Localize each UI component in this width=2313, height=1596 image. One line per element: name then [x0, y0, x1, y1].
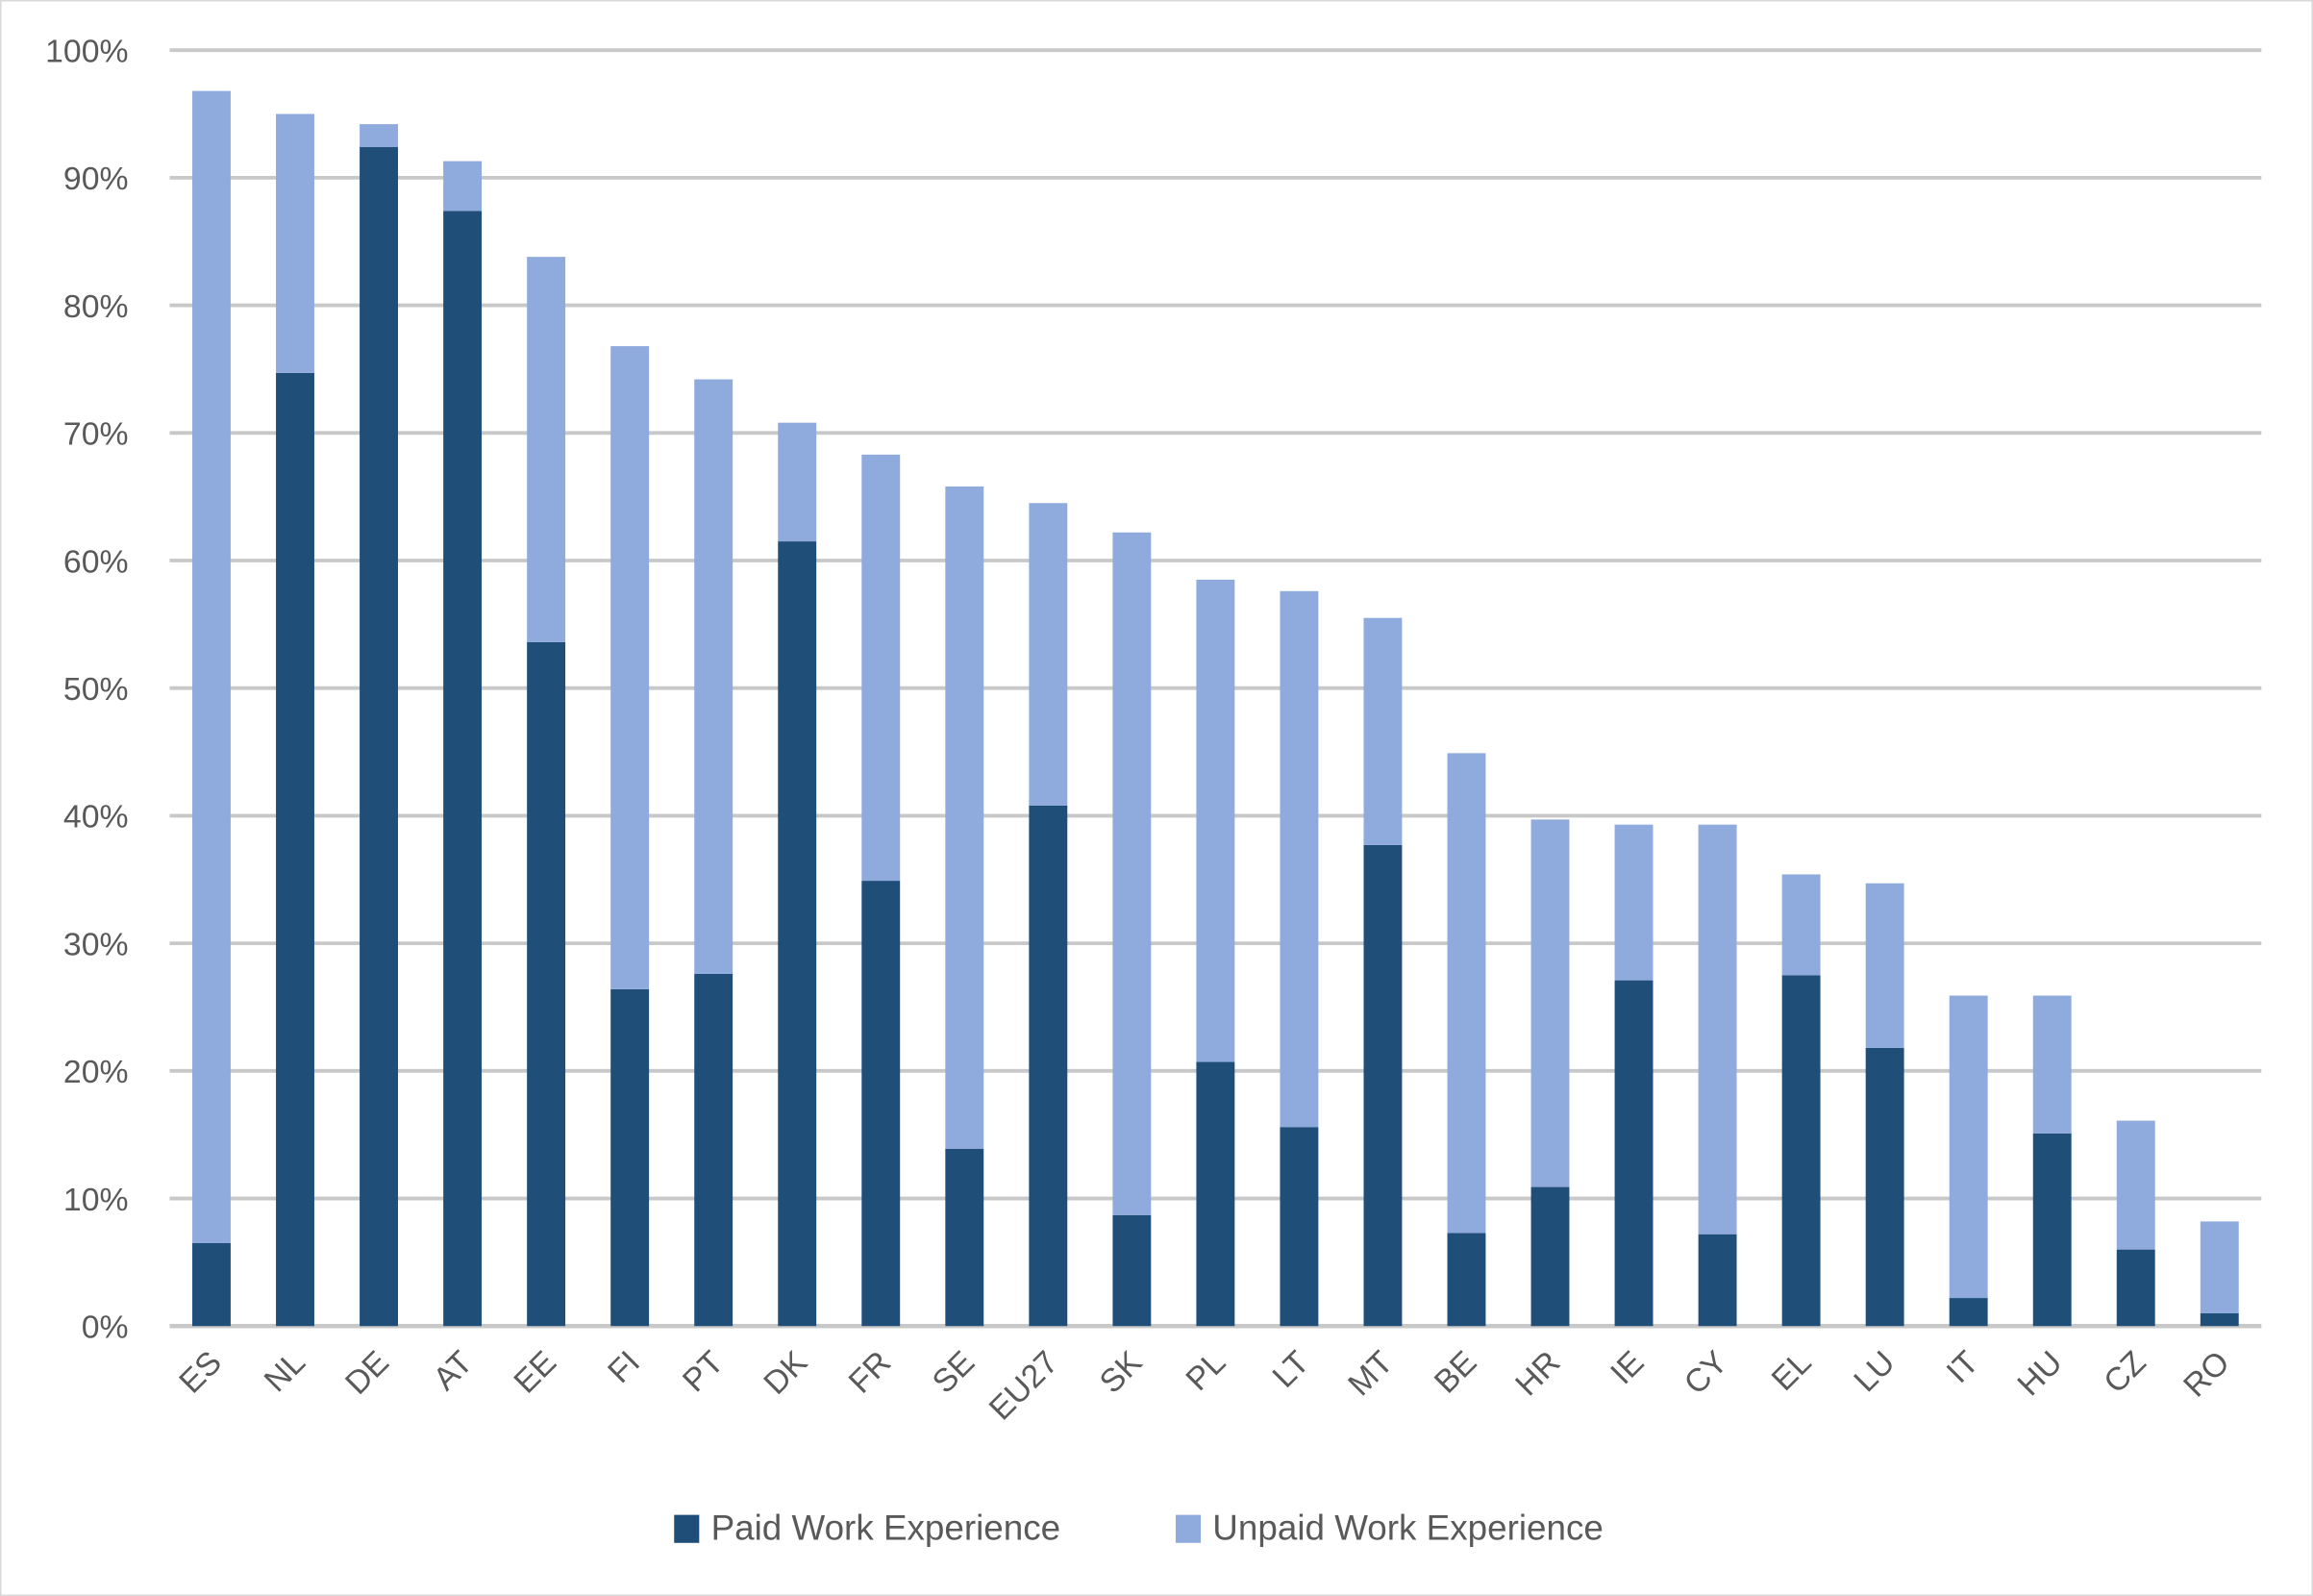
bar-unpaid: [1112, 532, 1152, 1215]
bar-paid: [2032, 1133, 2072, 1327]
bar-paid: [1112, 1214, 1152, 1327]
bar-unpaid: [2116, 1120, 2155, 1250]
bar-paid: [1530, 1186, 1570, 1327]
bar-unpaid: [1029, 503, 1068, 806]
bar-unpaid: [1614, 824, 1654, 981]
bar-paid: [360, 147, 398, 1327]
legend: Paid Work Experience Unpaid Work Experien…: [674, 1509, 1604, 1548]
y-tick-label: 20%: [63, 1054, 129, 1090]
bar-unpaid: [443, 161, 483, 212]
bar-unpaid: [360, 124, 398, 148]
bar-paid: [1196, 1061, 1235, 1327]
bar-unpaid: [694, 379, 734, 974]
y-axis-ticks: 0% 10% 20% 30% 40% 50% 60% 70% 80% 90% 100%: [45, 33, 128, 1345]
bar-paid: [1029, 805, 1068, 1327]
bar-paid: [1280, 1127, 1319, 1327]
bar-unpaid: [1865, 883, 1904, 1048]
bar-paid: [527, 641, 566, 1327]
legend-label: Unpaid Work Experience: [1212, 1509, 1604, 1548]
bars: [192, 90, 2239, 1327]
bar-unpaid: [778, 422, 817, 542]
bar-unpaid: [945, 486, 984, 1149]
bar-unpaid: [192, 90, 231, 1243]
y-tick-label: 60%: [63, 543, 129, 580]
y-tick-label: 0%: [82, 1309, 129, 1346]
bar-paid: [2116, 1249, 2155, 1327]
bar-unpaid: [1196, 579, 1235, 1062]
y-tick-label: 90%: [63, 161, 129, 197]
bar-paid: [945, 1148, 984, 1327]
bar-unpaid: [527, 257, 566, 642]
bar-unpaid: [1530, 819, 1570, 1187]
y-tick-label: 50%: [63, 671, 129, 708]
y-tick-label: 80%: [63, 288, 129, 325]
bar-paid: [1447, 1233, 1486, 1327]
y-tick-label: 100%: [45, 33, 128, 69]
bar-paid: [192, 1242, 231, 1327]
bar-unpaid: [610, 346, 650, 989]
bar-paid: [276, 372, 314, 1327]
bar-paid: [2200, 1312, 2239, 1327]
bar-paid: [778, 541, 817, 1327]
y-tick-label: 30%: [63, 926, 129, 962]
bar-unpaid: [2032, 995, 2072, 1134]
bar-paid: [1949, 1298, 1988, 1327]
bar-paid: [610, 988, 650, 1327]
bar-unpaid: [1781, 874, 1821, 976]
bar-paid: [1781, 975, 1821, 1327]
legend-label: Paid Work Experience: [711, 1509, 1061, 1548]
bar-paid: [1614, 980, 1654, 1327]
bar-unpaid: [1363, 617, 1403, 845]
legend-swatch-0: [674, 1514, 700, 1543]
y-tick-label: 40%: [63, 799, 129, 835]
bar-unpaid: [1698, 824, 1737, 1234]
bar-unpaid: [2200, 1221, 2239, 1313]
bar-unpaid: [1447, 753, 1486, 1234]
bar-unpaid: [861, 454, 901, 882]
bar-paid: [1363, 844, 1403, 1327]
bar-unpaid: [1949, 995, 1988, 1299]
bar-unpaid: [1280, 590, 1319, 1128]
bar-paid: [1865, 1047, 1904, 1327]
y-tick-label: 70%: [63, 416, 129, 453]
gridlines: [169, 48, 2262, 1329]
legend-swatch-1: [1175, 1514, 1202, 1543]
bar-paid: [694, 973, 734, 1327]
bar-paid: [1698, 1234, 1737, 1327]
bar-unpaid: [276, 113, 314, 373]
bar-paid: [861, 881, 901, 1327]
y-tick-label: 10%: [63, 1182, 129, 1218]
bar-paid: [443, 211, 483, 1327]
